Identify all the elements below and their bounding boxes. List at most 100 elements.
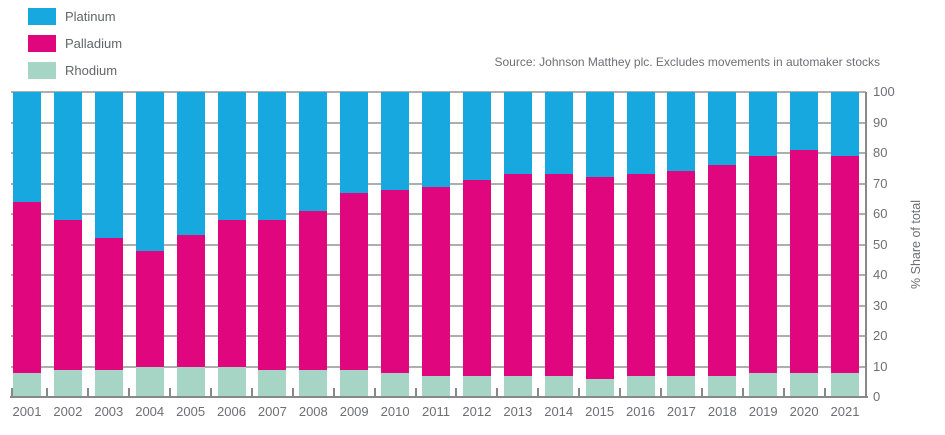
bar-segment-palladium-2008	[299, 210, 328, 370]
x-axis-tick	[332, 388, 335, 396]
y-tick-label-90: 90	[873, 114, 888, 130]
legend-item-rhodium: Rhodium	[28, 62, 122, 79]
bar-segment-rhodium-2016	[626, 375, 655, 397]
bar-segment-rhodium-2015	[585, 378, 614, 397]
x-tick-label-2003: 2003	[94, 404, 124, 419]
bar-segment-palladium-2018	[708, 165, 737, 376]
x-axis-tick	[619, 388, 622, 396]
bar-segment-palladium-2011	[422, 186, 450, 376]
bar-segment-rhodium-2018	[708, 375, 737, 397]
x-axis-tick	[700, 388, 703, 396]
bar-segment-platinum-2013	[503, 92, 532, 175]
x-tick-label-2006: 2006	[217, 404, 246, 419]
legend-label-rhodium: Rhodium	[65, 63, 118, 78]
bar-segment-palladium-2019	[749, 156, 778, 373]
gridline-100	[11, 91, 866, 93]
x-tick-label-2004: 2004	[135, 404, 165, 419]
bar-segment-rhodium-2007	[258, 369, 287, 397]
bar-segment-rhodium-2012	[462, 375, 491, 397]
x-tick-label-2017: 2017	[666, 404, 696, 419]
bar-segment-rhodium-2008	[299, 369, 328, 397]
x-tick-label-2009: 2009	[339, 404, 369, 419]
y-tick-label-80: 80	[873, 145, 888, 160]
bar-segment-rhodium-2003	[94, 369, 123, 397]
bar-segment-palladium-2015	[585, 177, 614, 379]
x-tick-label-2012: 2012	[462, 404, 492, 419]
legend-label-palladium: Palladium	[65, 36, 123, 51]
x-tick-label-2016: 2016	[626, 404, 655, 419]
plot-area	[10, 91, 868, 398]
x-axis-tick	[659, 388, 662, 396]
x-tick-label-2013: 2013	[503, 404, 533, 419]
legend-label-platinum: Platinum	[65, 9, 116, 24]
rhodium-swatch-icon	[28, 62, 56, 79]
bar-segment-platinum-2011	[422, 92, 450, 187]
x-tick-label-2010: 2010	[380, 404, 410, 419]
bar-segment-platinum-2003	[94, 92, 123, 239]
x-axis-tick	[455, 388, 458, 396]
bar-segment-platinum-2021	[831, 92, 859, 157]
y-axis-title: % Share of total	[909, 200, 923, 289]
x-axis-tick	[578, 388, 581, 396]
bar-segment-palladium-2010	[381, 189, 410, 373]
y-tick-label-100: 100	[873, 84, 895, 99]
x-tick-label-2011: 2011	[422, 404, 450, 419]
bar-segment-rhodium-2011	[422, 375, 450, 397]
y-axis-title-wrap: % Share of total	[905, 92, 927, 397]
bar-segment-palladium-2012	[462, 180, 491, 376]
y-tick-label-50: 50	[873, 236, 888, 252]
x-tick-label-2008: 2008	[298, 404, 328, 419]
bar-segment-platinum-2006	[217, 92, 246, 221]
x-tick-label-2005: 2005	[176, 404, 206, 419]
bar-segment-palladium-2001	[13, 201, 41, 373]
x-axis-tick	[291, 388, 294, 396]
x-tick-label-2007: 2007	[257, 404, 287, 419]
x-tick-label-2015: 2015	[585, 404, 615, 419]
x-axis-tick	[823, 388, 826, 396]
x-tick-label-2002: 2002	[53, 404, 83, 419]
bar-segment-rhodium-2020	[790, 372, 819, 397]
x-tick-label-2001: 2001	[12, 404, 42, 419]
bar-segment-rhodium-2009	[340, 369, 369, 397]
y-tick-label-10: 10	[873, 358, 888, 374]
x-axis-tick	[741, 388, 744, 396]
bar-segment-platinum-2002	[53, 92, 82, 221]
bar-segment-palladium-2007	[258, 220, 287, 370]
bar-segment-platinum-2019	[749, 92, 778, 157]
bar-segment-palladium-2004	[135, 250, 164, 367]
bar-segment-platinum-2001	[13, 92, 41, 202]
bar-segment-platinum-2004	[135, 92, 164, 251]
bar-segment-platinum-2010	[381, 92, 410, 190]
bar-segment-rhodium-2021	[831, 372, 859, 397]
bar-segment-rhodium-2002	[53, 369, 82, 397]
x-axis-line	[10, 396, 868, 398]
chart-legend: Platinum Palladium Rhodium	[28, 8, 122, 79]
x-axis-tick	[87, 388, 90, 396]
bar-segment-platinum-2017	[667, 92, 696, 172]
palladium-swatch-icon	[28, 35, 56, 52]
x-tick-label-2018: 2018	[707, 404, 737, 419]
x-axis-tick	[169, 388, 172, 396]
bar-segment-platinum-2015	[585, 92, 614, 178]
x-axis-tick	[11, 388, 13, 396]
y-tick-label-60: 60	[873, 206, 888, 221]
bar-segment-palladium-2013	[503, 174, 532, 376]
bar-segment-palladium-2021	[831, 156, 859, 373]
bar-segment-rhodium-2017	[667, 375, 696, 397]
y-tick-label-0: 0	[873, 389, 881, 404]
platinum-swatch-icon	[28, 8, 56, 25]
x-tick-label-2014: 2014	[544, 404, 574, 419]
y-tick-label-70: 70	[873, 175, 888, 191]
bar-segment-rhodium-2010	[381, 372, 410, 397]
x-axis-tick	[46, 388, 49, 396]
bar-segment-platinum-2005	[176, 92, 205, 236]
bar-segment-palladium-2006	[217, 220, 246, 367]
y-tick-label-20: 20	[873, 328, 888, 343]
bar-segment-rhodium-2001	[13, 372, 41, 397]
x-axis-tick	[496, 388, 499, 396]
bar-segment-platinum-2012	[462, 92, 491, 181]
x-axis-tick	[128, 388, 131, 396]
bar-segment-palladium-2002	[53, 220, 82, 370]
y-axis-line	[865, 92, 867, 398]
